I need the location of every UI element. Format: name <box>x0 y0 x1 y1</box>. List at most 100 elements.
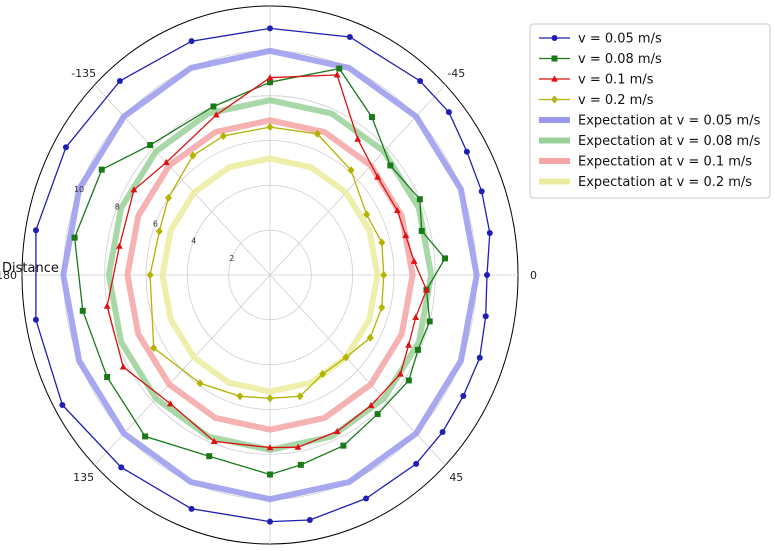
legend-label: v = 0.2 m/s <box>578 93 654 108</box>
data-point <box>378 238 386 247</box>
data-point <box>441 255 448 262</box>
data-point <box>319 370 327 379</box>
data-point <box>387 162 394 169</box>
angle-tick-label: -45 <box>447 67 465 80</box>
data-point <box>62 144 69 151</box>
data-point <box>484 272 490 278</box>
radial-tick-label: 8 <box>115 202 120 211</box>
data-point <box>219 131 227 140</box>
data-point <box>333 427 341 435</box>
legend-label: Expectation at v = 0.2 m/s <box>578 175 752 190</box>
radial-tick-label: 10 <box>74 185 84 194</box>
data-point <box>342 353 350 362</box>
data-point <box>405 377 412 384</box>
legend-label: v = 0.08 m/s <box>578 52 662 67</box>
data-point <box>306 517 313 524</box>
data-point <box>150 343 158 352</box>
data-point <box>378 303 386 312</box>
legend-entry: v = 0.08 m/s <box>539 52 662 67</box>
data-point <box>486 229 493 236</box>
expectation-bands <box>60 47 480 503</box>
data-point <box>347 166 355 175</box>
data-point <box>71 234 78 241</box>
expectation-band <box>105 97 435 453</box>
angle-tick-label: 135 <box>73 471 94 484</box>
data-point <box>59 402 66 409</box>
data-point <box>551 95 558 104</box>
data-point <box>210 437 218 445</box>
data-point <box>119 363 127 370</box>
data-point <box>418 227 425 234</box>
data-point <box>460 393 467 400</box>
series-group <box>71 65 448 478</box>
measured-series <box>32 25 493 525</box>
data-point <box>32 227 39 234</box>
radial-tick-label: 6 <box>153 220 158 229</box>
angle-tick-label: -135 <box>71 67 96 80</box>
data-point <box>210 103 217 110</box>
data-point <box>402 231 410 239</box>
data-point <box>354 135 362 142</box>
data-point <box>393 206 401 214</box>
data-point <box>267 518 273 525</box>
data-point <box>413 460 420 467</box>
data-point <box>439 429 446 436</box>
radial-tick-label: 4 <box>191 237 196 246</box>
data-point <box>346 33 353 40</box>
expectation-band <box>60 47 480 503</box>
data-point <box>266 394 274 403</box>
data-point <box>266 444 274 451</box>
data-point <box>130 186 138 193</box>
data-point <box>188 38 195 45</box>
data-point <box>162 158 170 166</box>
data-point <box>115 242 123 249</box>
data-point <box>267 25 273 32</box>
data-point <box>368 114 375 121</box>
data-point <box>267 79 273 86</box>
data-point <box>551 55 558 62</box>
data-point <box>166 400 174 407</box>
data-point <box>551 35 558 41</box>
angular-grid-line <box>269 84 446 276</box>
data-point <box>426 318 433 325</box>
data-point <box>103 302 111 309</box>
series-line <box>73 67 446 476</box>
data-point <box>416 196 423 203</box>
series-group <box>32 25 493 525</box>
data-point <box>412 313 420 320</box>
data-point <box>340 442 347 449</box>
data-point <box>118 464 125 471</box>
legend-entry: Expectation at v = 0.05 m/s <box>539 114 761 129</box>
legend-label: Expectation at v = 0.08 m/s <box>578 134 761 149</box>
data-point <box>396 370 404 377</box>
expectation-band <box>124 117 416 433</box>
data-point <box>336 65 343 72</box>
data-point <box>196 379 204 388</box>
data-point <box>266 123 274 132</box>
data-point <box>297 461 304 468</box>
data-point <box>374 173 382 180</box>
legend: v = 0.05 m/s v = 0.08 m/s v = 0.1 m/s v = 0… <box>529 23 771 199</box>
data-point <box>296 392 304 401</box>
series-line <box>106 74 428 449</box>
legend-entry: v = 0.2 m/s <box>539 93 654 108</box>
radial-tick-label: 2 <box>229 254 234 263</box>
legend-entry: Expectation at v = 0.08 m/s <box>539 134 761 149</box>
legend-label: Expectation at v = 0.05 m/s <box>578 114 761 129</box>
data-point <box>366 333 374 342</box>
data-point <box>414 346 421 353</box>
angle-tick-label: 180 <box>0 269 17 282</box>
data-point <box>142 433 149 440</box>
data-point <box>189 151 197 160</box>
data-point <box>98 166 105 173</box>
data-point <box>266 74 274 81</box>
data-point <box>478 188 485 195</box>
data-point <box>482 313 489 320</box>
data-point <box>155 227 163 236</box>
data-point <box>380 271 388 279</box>
data-point <box>417 77 424 84</box>
data-point <box>267 471 273 478</box>
data-point <box>32 316 39 323</box>
